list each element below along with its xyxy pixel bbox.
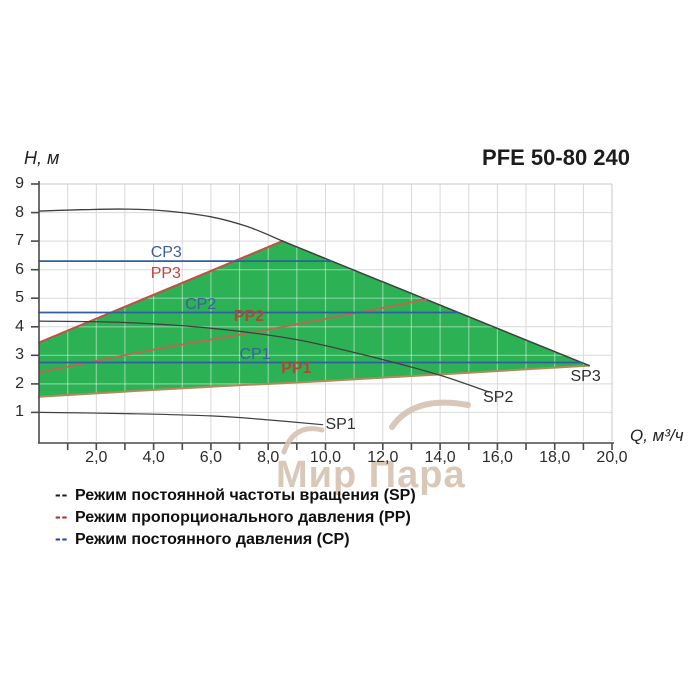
x-tick-label-6: 6,0 (199, 449, 223, 466)
plot-frame (39, 183, 613, 441)
legend-item-pp: -- Режим пропорционального давления (PP) (55, 507, 515, 529)
curve-SP1 (38, 411, 324, 426)
x-tick-label-8: 8,0 (257, 449, 280, 466)
legend-item-cp: -- Режим постоянного давления (CP) (55, 529, 515, 551)
x-axis-label: Q, м³/ч (630, 426, 684, 445)
y-tick-label-5: 5 (15, 289, 24, 307)
y-axis-label: H, м (24, 148, 60, 168)
curve-SP2 (38, 320, 490, 393)
curve-PP1 (38, 364, 591, 398)
page-title: PFE 50-80 240 (482, 145, 630, 170)
y-tick-label-1: 1 (15, 403, 24, 421)
x-tick-label-20: 20,0 (596, 449, 628, 466)
curve-SP3-arc (38, 208, 284, 242)
curve-label-pp1: PP1 (281, 359, 312, 377)
x-tick-label-16: 16,0 (481, 449, 513, 466)
x-tick-label-4: 4,0 (142, 449, 165, 466)
curve-label-sp1: SP1 (325, 415, 356, 433)
y-tick-label-3: 3 (15, 346, 24, 364)
x-tick-label-2: 2,0 (85, 449, 108, 466)
x-tick-label-18: 18,0 (539, 449, 571, 466)
legend-label-cp: Режим постоянного давления (CP) (75, 531, 350, 548)
x-tick-label-10: 10,0 (309, 449, 342, 466)
curve-label-sp3: SP3 (570, 367, 601, 385)
legend-dash-cp-icon: -- (55, 529, 69, 548)
curve-label-cp1: CP1 (239, 345, 271, 363)
y-tick-label-8: 8 (15, 203, 24, 221)
y-tick-label-9: 9 (15, 175, 24, 192)
curve-label-pp2: PP2 (233, 307, 265, 325)
legend: -- Режим постоянной частоты вращения (SP… (55, 485, 515, 551)
y-tick-label-6: 6 (15, 260, 24, 278)
curve-SP3-max-edge (281, 240, 590, 367)
curve-PP3 (38, 240, 284, 344)
curve-PP2 (38, 298, 427, 374)
legend-dash-pp-icon: -- (55, 507, 69, 526)
y-tick-label-7: 7 (15, 232, 24, 250)
legend-label-pp: Режим пропорционального давления (PP) (75, 509, 411, 526)
legend-dash-sp-icon: -- (55, 485, 69, 504)
curves-layer (38, 208, 591, 426)
axes (31, 181, 614, 450)
x-tick-label-12: 12,0 (367, 449, 399, 466)
legend-label-sp: Режим постоянной частоты вращения (SP) (75, 487, 416, 504)
y-tick-label-2: 2 (15, 374, 24, 392)
curve-label-sp2: SP2 (483, 389, 514, 406)
curve-label-pp3: PP3 (150, 265, 181, 283)
operating-envelope-region (39, 241, 590, 397)
curve-label-cp2: CP2 (185, 295, 217, 313)
y-tick-label-4: 4 (15, 317, 24, 335)
x-tick-label-14: 14,0 (424, 449, 456, 466)
curve-label-cp3: CP3 (150, 244, 182, 261)
legend-item-sp: -- Режим постоянной частоты вращения (SP… (55, 485, 515, 507)
